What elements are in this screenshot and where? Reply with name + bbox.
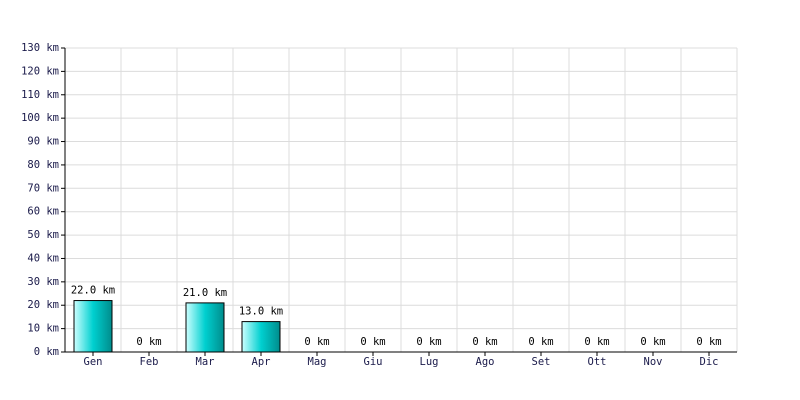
y-tick-label: 80 km bbox=[27, 159, 59, 171]
x-tick-label: Apr bbox=[252, 356, 271, 368]
y-tick-label: 70 km bbox=[27, 182, 59, 194]
x-tick-label: Feb bbox=[140, 356, 159, 368]
x-tick-label: Dic bbox=[700, 356, 719, 368]
y-tick-label: 130 km bbox=[21, 42, 59, 54]
value-label: 0 km bbox=[416, 336, 441, 348]
y-tick-label: 110 km bbox=[21, 89, 59, 101]
value-label: 0 km bbox=[304, 336, 329, 348]
x-tick-label: Gen bbox=[84, 356, 103, 368]
x-tick-label: Set bbox=[532, 356, 551, 368]
value-label: 0 km bbox=[528, 336, 553, 348]
y-tick-label: 30 km bbox=[27, 276, 59, 288]
bar bbox=[185, 302, 225, 353]
value-label: 0 km bbox=[136, 336, 161, 348]
value-label: 21.0 km bbox=[183, 287, 227, 299]
x-tick-label: Ott bbox=[588, 356, 607, 368]
value-label: 0 km bbox=[640, 336, 665, 348]
y-tick-label: 0 km bbox=[34, 346, 59, 358]
value-label: 0 km bbox=[584, 336, 609, 348]
value-label: 22.0 km bbox=[71, 285, 115, 297]
x-tick-label: Mar bbox=[196, 356, 215, 368]
y-tick-label: 60 km bbox=[27, 206, 59, 218]
x-tick-label: Ago bbox=[476, 356, 495, 368]
x-tick-label: Nov bbox=[644, 356, 663, 368]
x-tick-label: Lug bbox=[420, 356, 439, 368]
y-tick-label: 50 km bbox=[27, 229, 59, 241]
bar bbox=[73, 300, 113, 353]
y-tick-label: 10 km bbox=[27, 323, 59, 335]
y-tick-label: 20 km bbox=[27, 299, 59, 311]
value-label: 0 km bbox=[472, 336, 497, 348]
value-label: 0 km bbox=[360, 336, 385, 348]
y-tick-label: 100 km bbox=[21, 112, 59, 124]
y-tick-label: 120 km bbox=[21, 65, 59, 77]
value-label: 13.0 km bbox=[239, 306, 283, 318]
x-tick-label: Giu bbox=[364, 356, 383, 368]
y-tick-label: 90 km bbox=[27, 136, 59, 148]
x-tick-label: Mag bbox=[308, 356, 327, 368]
y-tick-label: 40 km bbox=[27, 252, 59, 264]
value-label: 0 km bbox=[696, 336, 721, 348]
bar bbox=[241, 321, 281, 353]
